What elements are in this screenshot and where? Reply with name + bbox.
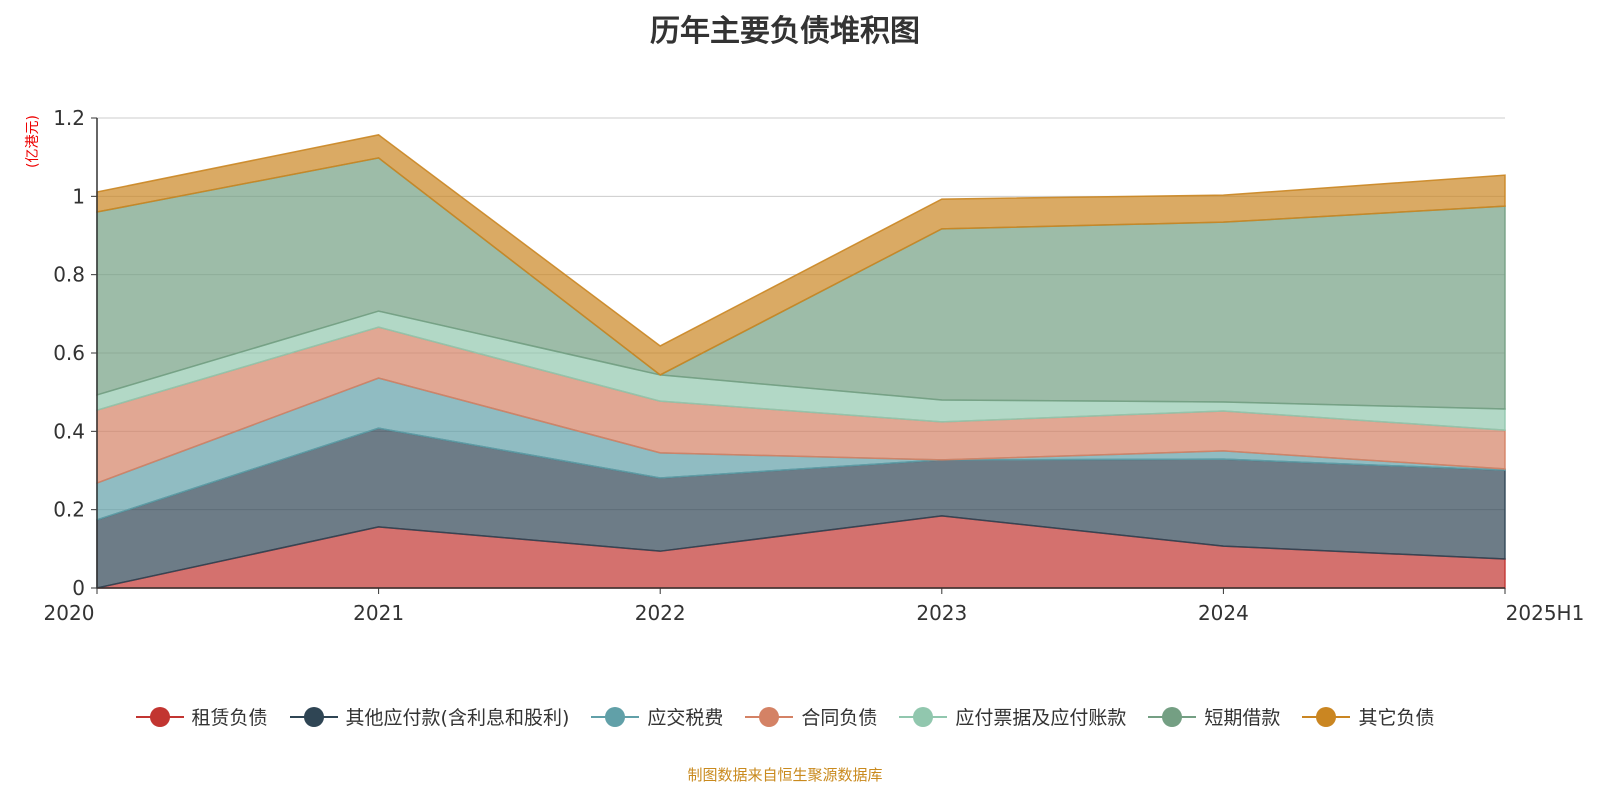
legend-item[interactable]: 合同负债 — [745, 703, 877, 730]
legend-marker-icon — [289, 706, 338, 727]
y-tick-label: 1 — [72, 184, 85, 208]
legend-label: 应付票据及应付账款 — [955, 707, 1127, 729]
legend-label: 其他应付款(含利息和股利) — [345, 707, 570, 729]
legend-marker-icon — [745, 706, 794, 727]
legend-marker-icon — [591, 706, 640, 727]
legend-marker-icon — [135, 706, 184, 727]
legend: 租赁负债 其他应付款(含利息和股利) 应交税费 合同负债 应付票据及应付账款 短期借款 其它… — [0, 703, 1570, 730]
legend-label: 租赁负债 — [191, 707, 268, 729]
legend-item[interactable]: 其它负债 — [1302, 703, 1434, 730]
legend-marker-icon — [899, 706, 948, 727]
y-tick-label: 0.4 — [53, 419, 85, 443]
legend-item[interactable]: 应付票据及应付账款 — [899, 703, 1126, 730]
legend-marker-icon — [1302, 706, 1351, 727]
x-tick-label: 2020 — [44, 601, 95, 625]
y-tick-label: 0.6 — [53, 341, 85, 365]
legend-label: 合同负债 — [801, 707, 878, 729]
legend-marker-icon — [1148, 706, 1197, 727]
legend-item[interactable]: 其他应付款(含利息和股利) — [289, 703, 570, 730]
legend-item[interactable]: 租赁负债 — [135, 703, 268, 730]
x-tick-label: 2021 — [353, 601, 404, 625]
legend-label: 其它负债 — [1358, 707, 1435, 729]
y-tick-label: 0 — [72, 576, 85, 600]
x-tick-label: 2023 — [916, 601, 967, 625]
x-tick-label: 2024 — [1198, 601, 1249, 625]
x-tick-label: 2022 — [635, 601, 686, 625]
legend-item[interactable]: 短期借款 — [1148, 703, 1280, 730]
x-tick-label: 2025H1 — [1506, 601, 1585, 625]
legend-label: 应交税费 — [647, 707, 724, 729]
source-note: 制图数据来自恒生聚源数据库 — [687, 766, 883, 784]
y-tick-label: 0.2 — [53, 498, 85, 522]
y-tick-label: 0.8 — [53, 263, 85, 287]
y-tick-label: 1.2 — [53, 106, 85, 130]
chart-title: 历年主要负债堆积图 — [650, 14, 920, 49]
area-series-6 — [96, 134, 1506, 376]
stacked-area-chart: 0 0.2 0.4 0.6 0.8 1 1.2 2020 2021 2022 2023 2024 202… — [44, 106, 1585, 625]
legend-label: 短期借款 — [1204, 707, 1281, 729]
legend-item[interactable]: 应交税费 — [591, 703, 723, 730]
